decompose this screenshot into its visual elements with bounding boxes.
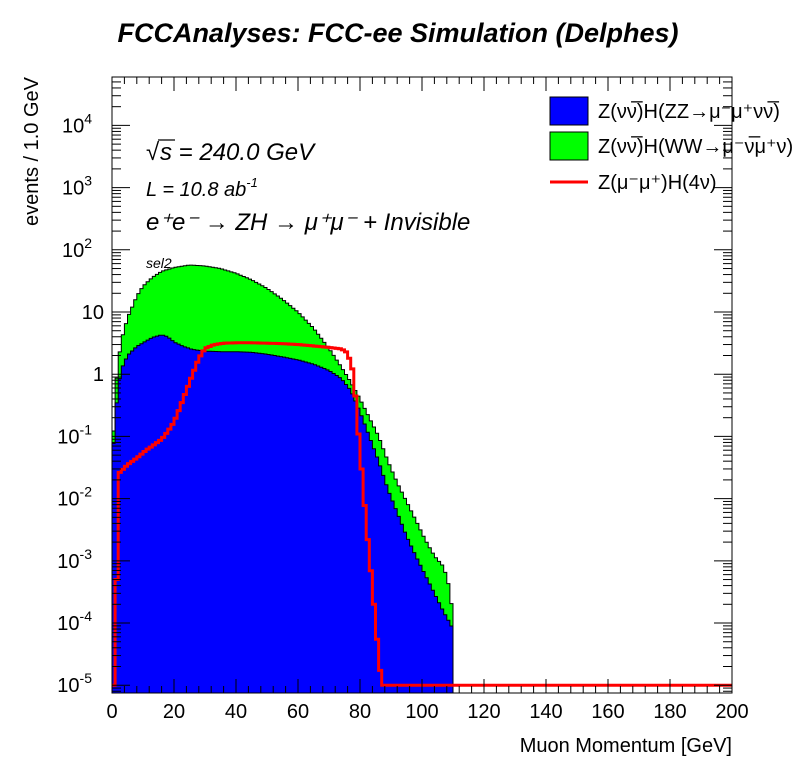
- legend-swatch-ww: [549, 131, 589, 161]
- x-axis-title: Muon Momentum [GeV]: [520, 735, 732, 757]
- x-tick-labels: 0 20 40 60 80 100 120 140 160 180 200: [106, 701, 748, 723]
- y-tick-label: 10-5: [57, 670, 92, 697]
- luminosity-label: L = 10.8 ab-1: [146, 175, 258, 201]
- y-tick-label: 10-1: [57, 421, 92, 448]
- y-tick-labels: 10-5 10-4 10-3 10-2 10-1 1 10 102 103 104: [57, 110, 104, 697]
- y-tick-label: 10: [82, 302, 104, 324]
- selection-label: sel2: [146, 255, 172, 271]
- axis-ticks: [111, 76, 733, 693]
- x-tick-label: 0: [106, 701, 117, 723]
- histogram-line-layer: [112, 341, 732, 687]
- legend: Z(νν̅)H(ZZ→μ⁻μ⁺νν̅) Z(νν̅)H(WW→μ⁻ν̅μ⁺ν) …: [549, 96, 793, 194]
- y-tick-label: 102: [62, 235, 92, 262]
- histogram-fill-layer: [111, 264, 454, 694]
- x-tick-label: 140: [529, 701, 562, 723]
- x-tick-label: 160: [591, 701, 624, 723]
- legend-label-4nu: Z(μ⁻μ⁺)H(4ν): [598, 172, 717, 194]
- y-tick-label: 10-4: [57, 608, 92, 635]
- legend-label-zz: Z(νν̅)H(ZZ→μ⁻μ⁺νν̅): [598, 100, 780, 123]
- sqrt-symbol: √: [146, 139, 160, 166]
- annotations: √ s = 240.0 GeV L = 10.8 ab-1 e⁺e⁻ → ZH …: [146, 139, 470, 271]
- y-tick-label: 104: [62, 110, 92, 137]
- x-tick-label: 180: [653, 701, 686, 723]
- y-axis-title: events / 1.0 GeV: [21, 76, 43, 226]
- y-tick-label: 10-3: [57, 546, 92, 573]
- plot-title: FCCAnalyses: FCC-ee Simulation (Delphes): [117, 18, 679, 48]
- x-tick-label: 20: [163, 701, 185, 723]
- x-tick-label: 100: [405, 701, 438, 723]
- x-tick-label: 60: [287, 701, 309, 723]
- process-label: e⁺e⁻ → ZH → μ⁺μ⁻ + Invisible: [146, 209, 470, 236]
- sqrt-s-label: s = 240.0 GeV: [160, 139, 316, 166]
- y-tick-label: 103: [62, 173, 92, 200]
- x-tick-label: 200: [715, 701, 748, 723]
- x-tick-label: 120: [467, 701, 500, 723]
- series-area-0: [111, 334, 454, 694]
- y-tick-label: 10-2: [57, 484, 92, 511]
- legend-swatch-zz: [549, 96, 589, 126]
- y-tick-label: 1: [93, 364, 104, 386]
- x-tick-label: 40: [225, 701, 247, 723]
- x-tick-label: 80: [349, 701, 371, 723]
- series-line-2: [112, 341, 732, 687]
- legend-label-ww: Z(νν̅)H(WW→μ⁻ν̅μ⁺ν): [598, 135, 793, 158]
